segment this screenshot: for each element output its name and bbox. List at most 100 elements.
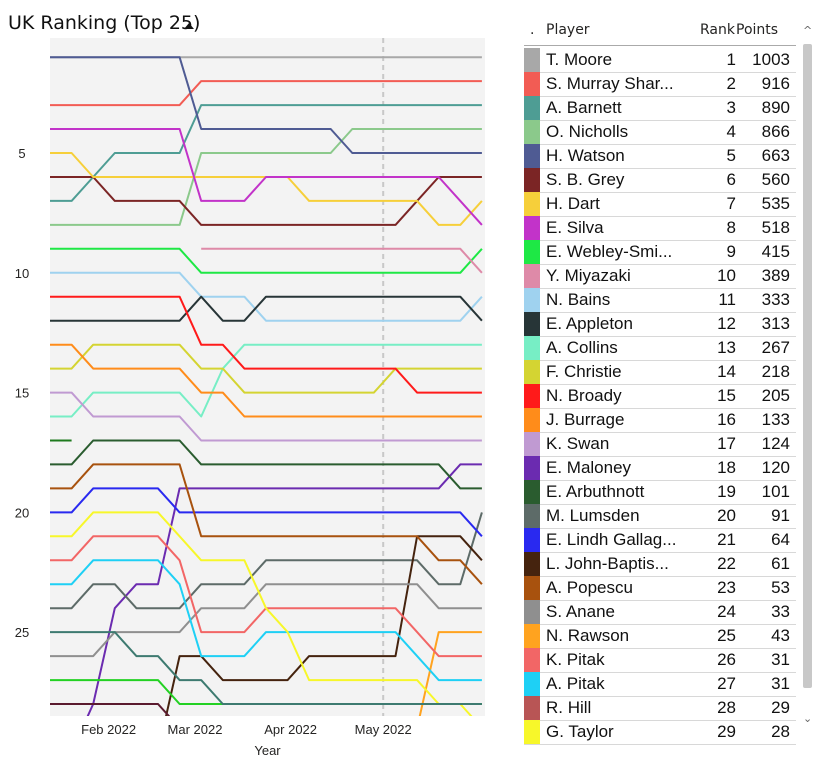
player-rank: 23 <box>717 578 736 597</box>
series-line-5[interactable] <box>50 56 482 154</box>
x-tick-label: Apr 2022 <box>264 722 317 737</box>
color-swatch <box>524 144 540 168</box>
table-row[interactable]: S. Murray Shar... 2 916 <box>524 72 796 97</box>
table-row[interactable]: K. Swan 17 124 <box>524 432 796 457</box>
color-swatch <box>524 480 540 504</box>
series-line-3[interactable] <box>50 104 482 202</box>
series-line-14[interactable] <box>50 343 482 394</box>
series-line-25[interactable] <box>417 631 482 728</box>
table-row[interactable]: N. Bains 11 333 <box>524 288 796 313</box>
table-row[interactable]: E. Appleton 12 313 <box>524 312 796 337</box>
player-rank: 7 <box>726 194 736 213</box>
table-row[interactable]: F. Christie 14 218 <box>524 360 796 385</box>
player-rank: 9 <box>726 242 736 261</box>
series-line-23[interactable] <box>50 463 483 585</box>
player-name: N. Broady <box>546 386 622 405</box>
series-line-22[interactable] <box>158 535 483 752</box>
series-line-28[interactable] <box>50 511 482 728</box>
player-rank: 25 <box>717 626 736 645</box>
player-name: R. Hill <box>546 698 592 717</box>
table-row[interactable]: E. Lindh Gallag... 21 64 <box>524 528 796 553</box>
series-line-9[interactable] <box>50 247 483 274</box>
table-row[interactable]: E. Webley-Smi... 9 415 <box>524 240 796 265</box>
player-name: J. Burrage <box>546 410 625 429</box>
table-row[interactable]: H. Dart 7 535 <box>524 192 796 217</box>
player-name: S. Anane <box>546 602 616 621</box>
color-swatch <box>524 72 540 96</box>
color-swatch <box>524 216 540 240</box>
table-row[interactable]: A. Popescu 23 53 <box>524 576 796 601</box>
series-line-21[interactable] <box>50 487 483 537</box>
color-swatch <box>524 696 540 720</box>
table-row[interactable]: K. Pitak 26 31 <box>524 648 796 673</box>
header-divider <box>524 45 796 46</box>
player-name: G. Taylor <box>546 722 614 741</box>
header-player[interactable]: Player <box>546 22 590 38</box>
player-points: 518 <box>761 218 790 237</box>
table-row[interactable]: G. Taylor 29 28 <box>524 720 796 745</box>
table-row[interactable]: A. Collins 13 267 <box>524 336 796 361</box>
table-row[interactable]: E. Maloney 18 120 <box>524 456 796 481</box>
table-row[interactable]: E. Arbuthnott 19 101 <box>524 480 796 505</box>
table-row[interactable]: S. Anane 24 33 <box>524 600 796 625</box>
series-line-27[interactable] <box>50 559 482 682</box>
scrollbar-thumb[interactable] <box>803 44 812 688</box>
player-rank: 17 <box>717 434 736 453</box>
series-line-2[interactable] <box>50 80 482 107</box>
player-rank: 2 <box>726 74 736 93</box>
header-rank[interactable]: Rank <box>700 22 735 38</box>
color-swatch <box>524 336 540 360</box>
color-swatch <box>524 360 540 384</box>
player-rank: 20 <box>717 506 736 525</box>
series-line-11[interactable] <box>50 271 483 322</box>
series-line-12[interactable] <box>50 295 483 322</box>
table-row[interactable]: H. Watson 5 663 <box>524 144 796 169</box>
table-row[interactable]: M. Lumsden 20 91 <box>524 504 796 529</box>
color-swatch <box>524 720 540 744</box>
table-row[interactable]: J. Burrage 16 133 <box>524 408 796 433</box>
player-name: F. Christie <box>546 362 622 381</box>
series-line-17[interactable] <box>50 391 482 442</box>
series-line-20[interactable] <box>50 512 483 610</box>
scroll-up-icon[interactable]: ^ <box>803 24 813 37</box>
series-line-19[interactable] <box>50 439 482 490</box>
table-row[interactable]: N. Broady 15 205 <box>524 384 796 409</box>
table-row[interactable]: Y. Miyazaki 10 389 <box>524 264 796 289</box>
series-line-31[interactable] <box>50 631 482 705</box>
player-name: O. Nicholls <box>546 122 629 141</box>
color-swatch <box>524 240 540 264</box>
table-row[interactable]: T. Moore 1 1003 <box>524 48 796 73</box>
series-line-4[interactable] <box>50 128 482 226</box>
player-rank: 26 <box>717 650 736 669</box>
table-row[interactable]: A. Barnett 3 890 <box>524 96 796 121</box>
scroll-down-icon[interactable]: ⌄ <box>803 712 813 725</box>
series-line-24[interactable] <box>50 583 482 658</box>
player-rank: 15 <box>717 386 736 405</box>
player-rank: 12 <box>717 314 736 333</box>
header-points[interactable]: Points <box>736 22 779 38</box>
player-points: 916 <box>761 74 790 93</box>
series-line-13[interactable] <box>50 343 482 418</box>
series-line-6[interactable] <box>50 176 482 226</box>
table-row[interactable]: A. Pitak 27 31 <box>524 672 796 697</box>
y-tick-label: 10 <box>15 266 29 281</box>
series-line-8[interactable] <box>50 128 483 226</box>
table-row[interactable]: O. Nicholls 4 866 <box>524 120 796 145</box>
series-line-18[interactable] <box>72 463 482 752</box>
series-line-16[interactable] <box>50 343 482 418</box>
color-swatch <box>524 96 540 120</box>
player-rank: 13 <box>717 338 736 357</box>
player-points: 218 <box>761 362 790 381</box>
player-name: L. John-Baptis... <box>546 554 669 573</box>
player-name: E. Appleton <box>546 314 633 333</box>
table-row[interactable]: E. Silva 8 518 <box>524 216 796 241</box>
table-row[interactable]: R. Hill 28 29 <box>524 696 796 721</box>
series-line-15[interactable] <box>50 295 482 394</box>
table-row[interactable]: N. Rawson 25 43 <box>524 624 796 649</box>
table-row[interactable]: L. John-Baptis... 22 61 <box>524 552 796 577</box>
player-rank: 27 <box>717 674 736 693</box>
table-row[interactable]: S. B. Grey 6 560 <box>524 168 796 193</box>
player-name: T. Moore <box>546 50 613 69</box>
series-line-10[interactable] <box>201 247 483 274</box>
color-swatch <box>524 456 540 480</box>
